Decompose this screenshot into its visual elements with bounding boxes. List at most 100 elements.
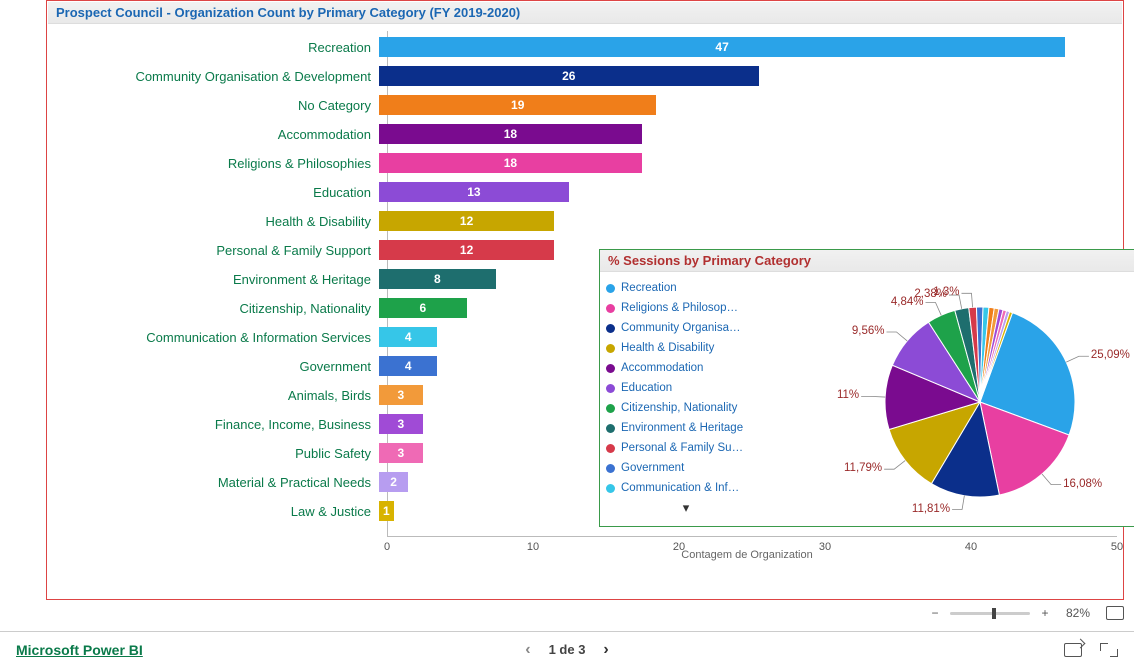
bar-label: No Category <box>47 98 379 113</box>
legend-swatch <box>606 364 615 373</box>
legend-item[interactable]: Health & Disability <box>606 338 766 358</box>
x-tick: 20 <box>659 541 699 553</box>
legend-label: Environment & Heritage <box>621 422 743 434</box>
bar[interactable]: 18 <box>379 153 642 173</box>
legend-label: Religions & Philosop… <box>621 302 738 314</box>
legend-label: Communication & Inf… <box>621 482 739 494</box>
x-axis <box>387 536 1117 537</box>
bar-label: Health & Disability <box>47 214 379 229</box>
zoom-percent: 82% <box>1066 606 1090 620</box>
legend-item[interactable]: Government <box>606 458 766 478</box>
bar[interactable]: 18 <box>379 124 642 144</box>
bar[interactable]: 3 <box>379 385 423 405</box>
legend-swatch <box>606 304 615 313</box>
legend-swatch <box>606 464 615 473</box>
legend-item[interactable]: Environment & Heritage <box>606 418 766 438</box>
bar-label: Citizenship, Nationality <box>47 301 379 316</box>
legend-item[interactable]: Recreation <box>606 278 766 298</box>
main-card: Prospect Council - Organization Count by… <box>46 0 1124 600</box>
x-axis-label: Contagem de Organization <box>387 549 1107 561</box>
pie-legend: Recreation Religions & Philosop… Community… <box>606 278 766 498</box>
pie-callout: 16,08% <box>1063 478 1102 490</box>
legend-item[interactable]: Communication & Inf… <box>606 478 766 498</box>
bar-row[interactable]: Religions & Philosophies18 <box>47 151 1123 175</box>
legend-item[interactable]: Education <box>606 378 766 398</box>
pie-title: % Sessions by Primary Category <box>600 250 1134 272</box>
legend-label: Education <box>621 382 672 394</box>
legend-label: Health & Disability <box>621 342 714 354</box>
bar-label: Finance, Income, Business <box>47 417 379 432</box>
share-icon[interactable] <box>1064 643 1082 657</box>
legend-more-icon[interactable]: ▾ <box>606 500 766 516</box>
zoom-bar: − + 82% <box>928 601 1124 625</box>
bar[interactable]: 26 <box>379 66 759 86</box>
bar[interactable]: 2 <box>379 472 408 492</box>
legend-label: Citizenship, Nationality <box>621 402 737 414</box>
bar-label: Animals, Birds <box>47 388 379 403</box>
next-page-button[interactable]: › <box>603 641 608 659</box>
legend-item[interactable]: Religions & Philosop… <box>606 298 766 318</box>
bar[interactable]: 8 <box>379 269 496 289</box>
bar-label: Education <box>47 185 379 200</box>
legend-label: Accommodation <box>621 362 703 374</box>
x-tick: 0 <box>367 541 407 553</box>
bar-label: Religions & Philosophies <box>47 156 379 171</box>
legend-swatch <box>606 324 615 333</box>
bar-label: Public Safety <box>47 446 379 461</box>
zoom-in-button[interactable]: + <box>1038 606 1052 620</box>
x-tick: 10 <box>513 541 553 553</box>
pie-card: % Sessions by Primary Category Recreatio… <box>599 249 1134 527</box>
legend-swatch <box>606 404 615 413</box>
legend-label: Community Organisa… <box>621 322 741 334</box>
zoom-thumb[interactable] <box>992 608 996 619</box>
powerbi-link[interactable]: Microsoft Power BI <box>16 642 143 658</box>
pie-callout: 11,81% <box>912 503 950 515</box>
bar-label: Recreation <box>47 40 379 55</box>
bar[interactable]: 47 <box>379 37 1065 57</box>
bar-label: Law & Justice <box>47 504 379 519</box>
pie-callout: 1,3% <box>933 286 959 298</box>
legend-swatch <box>606 444 615 453</box>
bar[interactable]: 12 <box>379 240 554 260</box>
bar[interactable]: 19 <box>379 95 656 115</box>
pager-label: 1 de 3 <box>549 642 586 657</box>
bar-row[interactable]: Education13 <box>47 180 1123 204</box>
pager: ‹ 1 de 3 › <box>525 641 609 659</box>
bar[interactable]: 4 <box>379 356 437 376</box>
bar-label: Personal & Family Support <box>47 243 379 258</box>
footer: Microsoft Power BI ‹ 1 de 3 › <box>0 631 1134 667</box>
bar[interactable]: 1 <box>379 501 394 521</box>
pie-callout: 25,09% <box>1091 349 1130 361</box>
legend-item[interactable]: Accommodation <box>606 358 766 378</box>
x-tick: 50 <box>1097 541 1134 553</box>
fullscreen-icon[interactable] <box>1100 643 1118 657</box>
bar-row[interactable]: No Category19 <box>47 93 1123 117</box>
bar-row[interactable]: Community Organisation & Development26 <box>47 64 1123 88</box>
legend-item[interactable]: Citizenship, Nationality <box>606 398 766 418</box>
bar-label: Accommodation <box>47 127 379 142</box>
bar-row[interactable]: Accommodation18 <box>47 122 1123 146</box>
bar-label: Government <box>47 359 379 374</box>
bar[interactable]: 12 <box>379 211 554 231</box>
prev-page-button[interactable]: ‹ <box>525 641 530 659</box>
bar[interactable]: 6 <box>379 298 467 318</box>
legend-swatch <box>606 484 615 493</box>
fit-to-page-icon[interactable] <box>1106 606 1124 620</box>
x-tick: 30 <box>805 541 845 553</box>
x-tick: 40 <box>951 541 991 553</box>
legend-item[interactable]: Community Organisa… <box>606 318 766 338</box>
bar-label: Material & Practical Needs <box>47 475 379 490</box>
bar[interactable]: 4 <box>379 327 437 347</box>
bar[interactable]: 13 <box>379 182 569 202</box>
card-title-text: Prospect Council - Organization Count by… <box>56 5 520 20</box>
bar-row[interactable]: Recreation47 <box>47 35 1123 59</box>
bar[interactable]: 3 <box>379 414 423 434</box>
bar-row[interactable]: Health & Disability12 <box>47 209 1123 233</box>
card-title: Prospect Council - Organization Count by… <box>48 2 1122 24</box>
pie-callout: 11,79% <box>844 462 882 474</box>
zoom-slider[interactable] <box>950 612 1030 615</box>
legend-item[interactable]: Personal & Family Su… <box>606 438 766 458</box>
bar[interactable]: 3 <box>379 443 423 463</box>
zoom-out-button[interactable]: − <box>928 606 942 620</box>
legend-swatch <box>606 284 615 293</box>
